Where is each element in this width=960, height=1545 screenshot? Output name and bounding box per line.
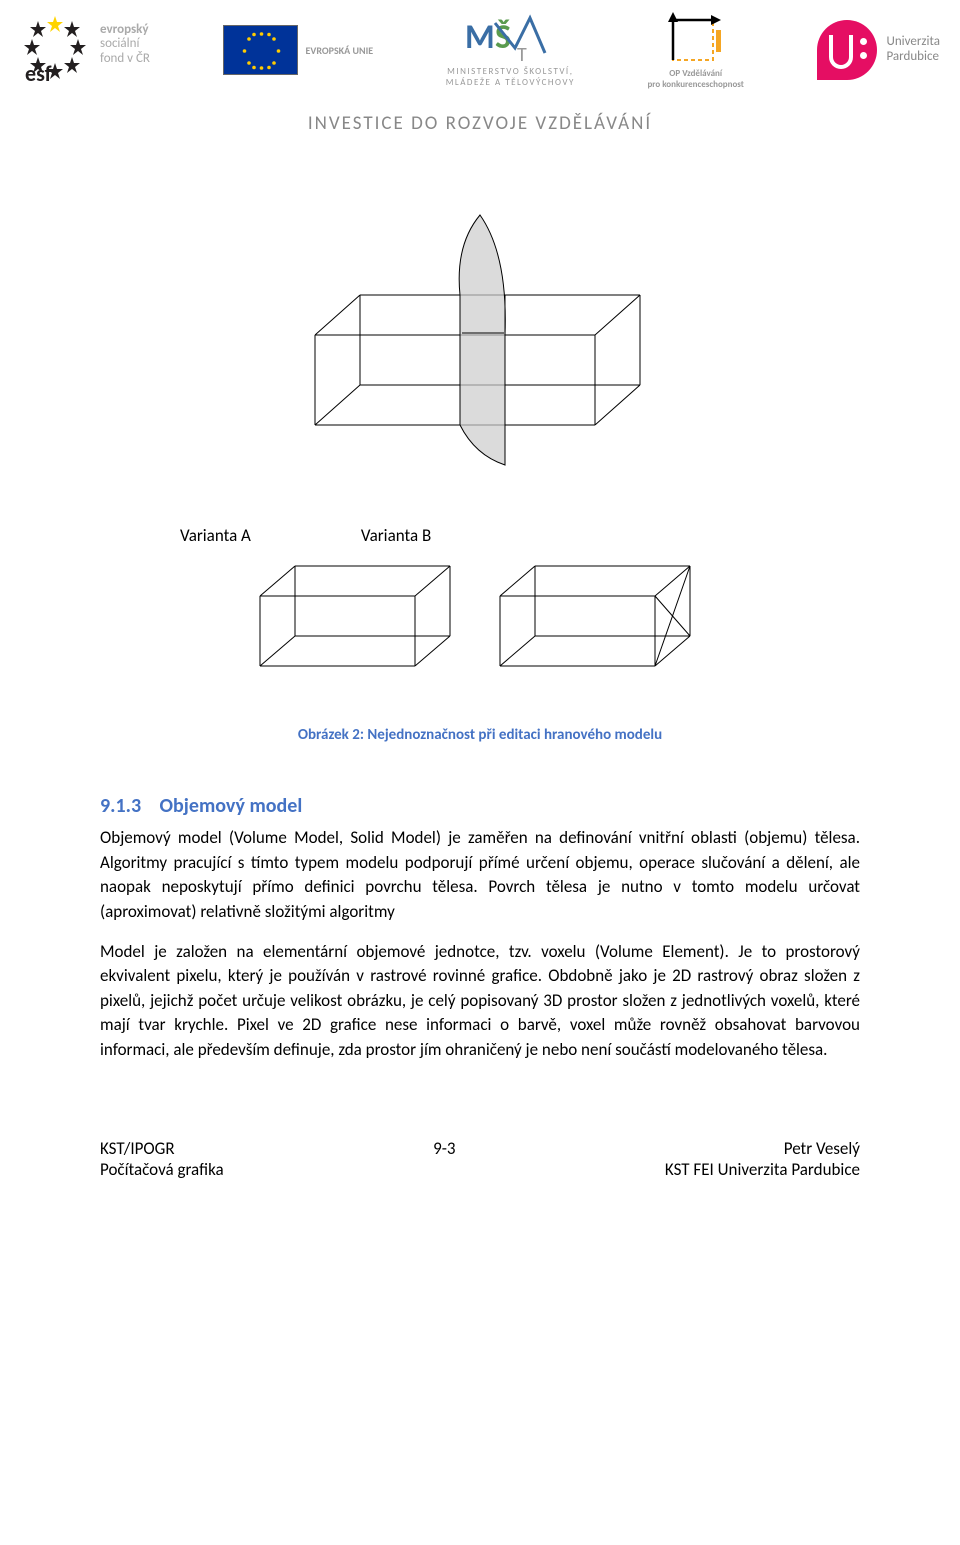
variant-b-label: Varianta B <box>361 525 431 546</box>
uni-line1: Univerzita <box>887 35 940 50</box>
esf-logo: esf evropský sociální fond v ČR <box>20 13 150 88</box>
footer-right: Petr Veselý KST FEI Univerzita Pardubice <box>665 1138 860 1180</box>
section-title: Objemový model <box>160 794 303 818</box>
paragraph-1: Objemový model (Volume Model, Solid Mode… <box>100 826 860 925</box>
page-content: Varianta A Varianta B <box>0 155 960 1098</box>
svg-text:esf: esf <box>25 60 52 87</box>
figure-1 <box>100 195 860 475</box>
figure-2 <box>100 556 860 686</box>
footer-left1: KST/IPOGR <box>100 1138 224 1159</box>
sponsor-header: esf evropský sociální fond v ČR EVROPSKÁ <box>0 0 960 100</box>
section-heading: 9.1.3 Objemový model <box>100 794 860 818</box>
op-logo: OP Vzdělávání pro konkurenceschopnost <box>647 10 743 90</box>
footer-left2: Počítačová grafika <box>100 1159 224 1180</box>
eu-flag-icon <box>223 25 298 75</box>
msmt-icon: M Š T <box>465 13 555 63</box>
two-cuboids <box>250 556 710 686</box>
uni-icon <box>817 20 877 80</box>
section-number: 9.1.3 <box>100 794 155 818</box>
msmt-line2: MLÁDEŽE A TĚLOVÝCHOVY <box>446 77 575 88</box>
variant-a-label: Varianta A <box>180 525 251 546</box>
esf-text: evropský sociální fond v ČR <box>100 13 150 68</box>
esf-star-icon: esf <box>20 13 95 88</box>
page-footer: KST/IPOGR Počítačová grafika 9-3 Petr Ve… <box>0 1098 960 1210</box>
eu-logo: EVROPSKÁ UNIE <box>223 25 374 75</box>
figure-caption: Obrázek 2: Nejednoznačnost při editaci h… <box>100 726 860 744</box>
uni-logo: Univerzita Pardubice <box>817 20 940 80</box>
footer-left: KST/IPOGR Počítačová grafika <box>100 1138 224 1180</box>
esf-line1: evropský <box>100 23 150 38</box>
op-icon <box>668 10 723 65</box>
cuboid-with-section <box>280 195 680 475</box>
op-line2: pro konkurenceschopnost <box>647 79 743 90</box>
footer-center: 9-3 <box>433 1138 455 1180</box>
msmt-logo: M Š T MINISTERSTVO ŠKOLSTVÍ, MLÁDEŽE A T… <box>446 13 575 88</box>
svg-text:M: M <box>465 17 496 58</box>
paragraph-2: Model je založen na elementární objemové… <box>100 940 860 1063</box>
eu-text: EVROPSKÁ UNIE <box>306 45 374 56</box>
esf-line2: sociální <box>100 37 150 52</box>
footer-right1: Petr Veselý <box>665 1138 860 1159</box>
header-tagline: INVESTICE DO ROZVOJE VZDĚLÁVÁNÍ <box>0 100 960 155</box>
msmt-line1: MINISTERSTVO ŠKOLSTVÍ, <box>446 66 575 77</box>
uni-text: Univerzita Pardubice <box>887 35 940 65</box>
esf-line3: fond v ČR <box>100 52 150 67</box>
uni-line2: Pardubice <box>887 50 940 65</box>
variant-labels: Varianta A Varianta B <box>180 525 860 546</box>
svg-text:T: T <box>517 43 528 63</box>
op-line1: OP Vzdělávání <box>647 68 743 79</box>
footer-right2: KST FEI Univerzita Pardubice <box>665 1159 860 1180</box>
svg-text:Š: Š <box>495 17 513 58</box>
